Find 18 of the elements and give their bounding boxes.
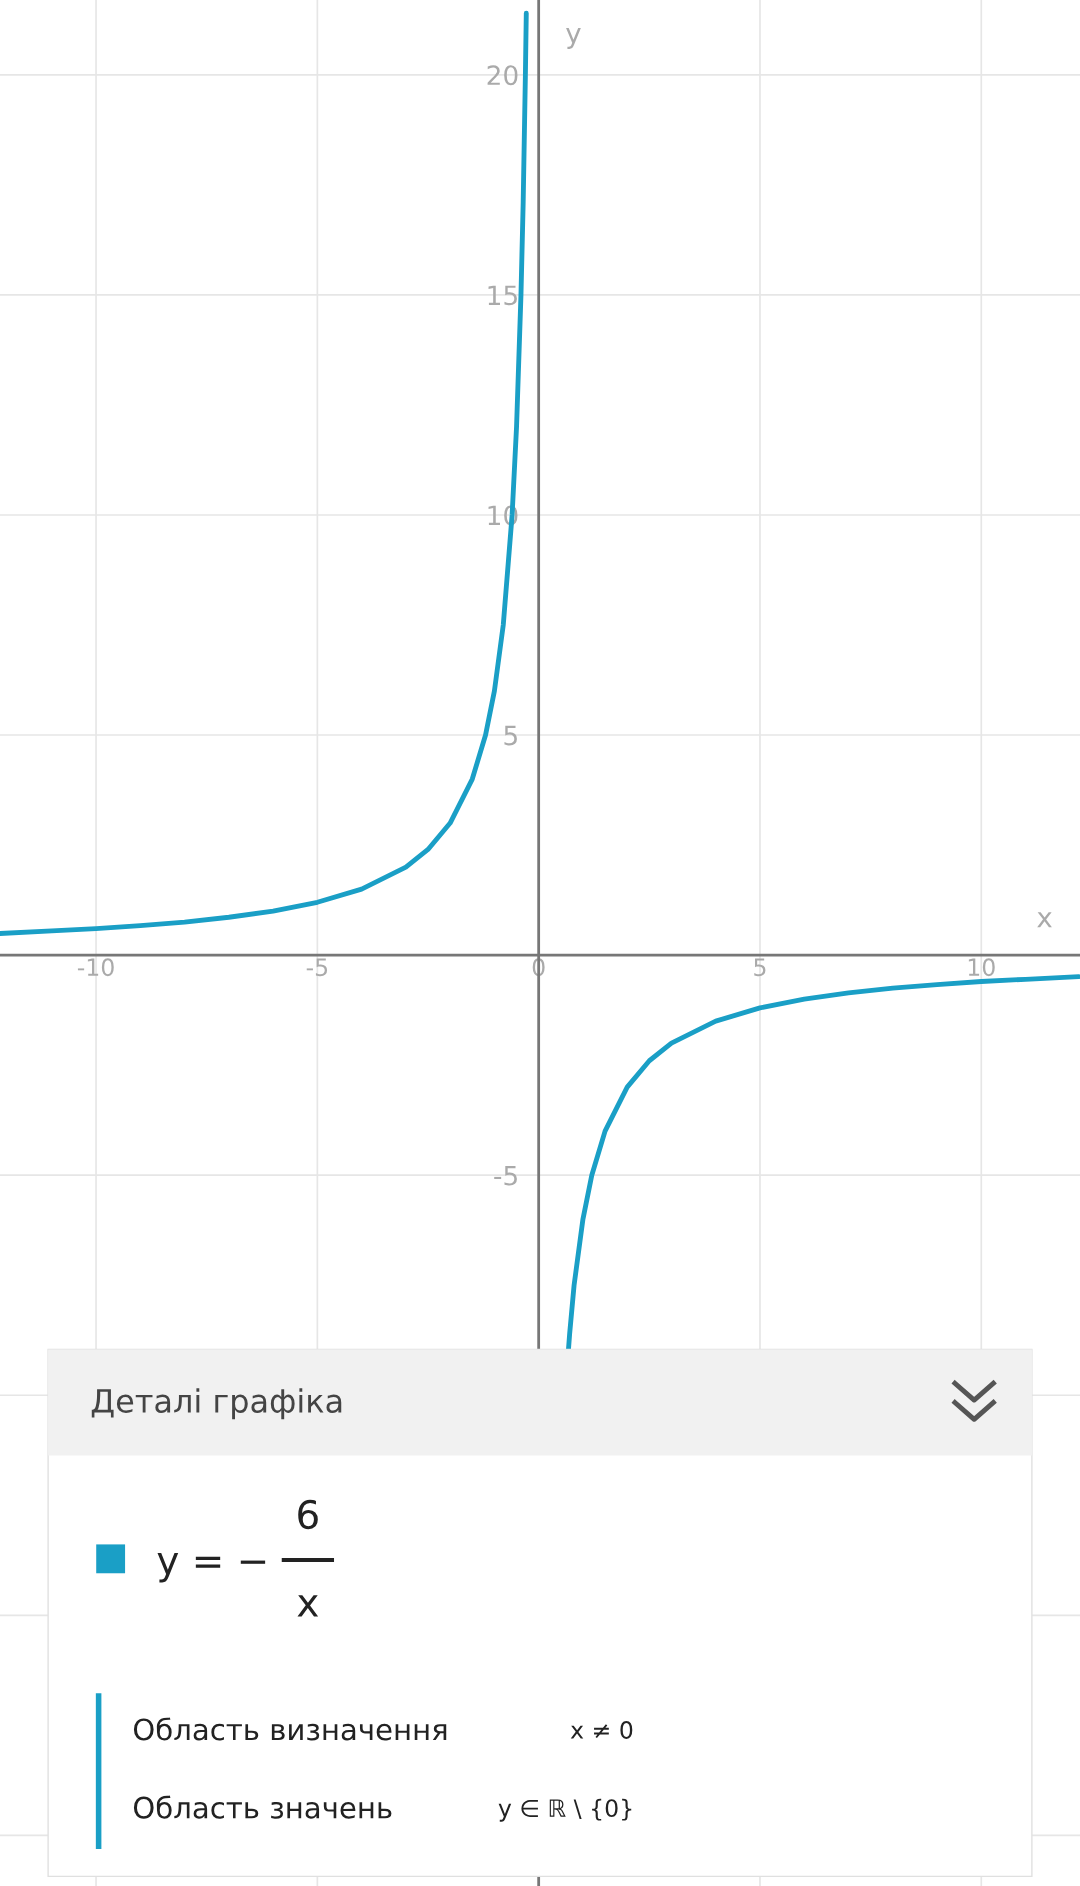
- x-tick-label: -5: [306, 958, 328, 977]
- y-tick-label: 20: [487, 65, 518, 86]
- y-tick-label: -5: [494, 1165, 517, 1186]
- annotation: x: [297, 1595, 319, 1617]
- annotation: y ∈ ℝ \ {0}: [498, 1798, 632, 1822]
- y-tick-label: 15: [488, 285, 517, 306]
- annotation: y = −: [157, 1553, 266, 1583]
- x-tick-label: 10: [968, 958, 995, 977]
- y-axis-title: y: [566, 27, 581, 49]
- annotation: Область значень: [133, 1795, 392, 1819]
- x-tick-label: -10: [77, 958, 114, 977]
- y-tick-label: 5: [504, 725, 517, 746]
- annotation: 6: [298, 1499, 318, 1530]
- x-axis-title: x: [1037, 912, 1052, 928]
- annotation: Деталі графіка: [91, 1388, 342, 1420]
- x-tick-label: 5: [754, 958, 766, 977]
- annotation: x ≠ 0: [570, 1721, 633, 1739]
- annotation: Область визначення: [133, 1717, 447, 1741]
